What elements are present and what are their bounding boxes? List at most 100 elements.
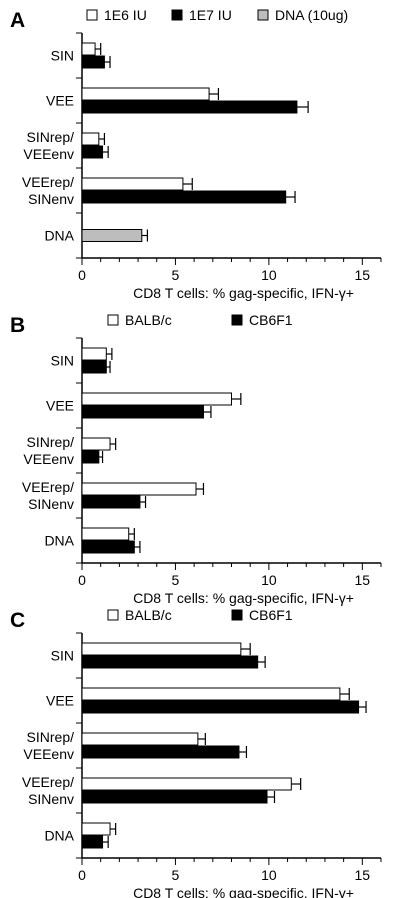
category-label-line: SINenv [28,191,74,207]
category-label-line: VEE [46,693,74,709]
category-label: VEE [46,398,74,414]
x-tick-label: 15 [355,267,371,283]
legend-label: 1E6 IU [104,7,147,23]
bar [81,405,204,419]
bar [81,55,105,69]
category-label: DNA [44,228,74,244]
category-label-line: SINrep/ [27,729,75,745]
category-label: VEE [46,693,74,709]
bar [81,777,292,791]
bar [81,450,100,464]
bar [81,822,111,836]
category-label-line: SINrep/ [27,129,75,145]
category-label-line: VEE [46,93,74,109]
category-label-line: VEEenv [23,746,74,762]
category-label: DNA [44,828,74,844]
bar [81,347,107,361]
category-label-line: SIN [51,353,74,369]
legend-swatch [231,609,243,621]
legend-label: 1E7 IU [189,7,232,23]
bar [81,790,268,804]
category-label-line: VEEenv [23,146,74,162]
category-label-line: SINrep/ [27,434,75,450]
bar [81,495,141,509]
category-label-line: SIN [51,648,74,664]
legend-swatch [257,9,269,21]
category-label: SIN [51,648,74,664]
x-tick-label: 10 [261,572,277,588]
x-tick-label: 10 [261,867,277,883]
category-label-line: SINenv [28,791,74,807]
x-tick-label: 10 [261,267,277,283]
bar [81,700,360,714]
category-label: SINrep/VEEenv [23,729,74,762]
x-tick-label: 15 [355,572,371,588]
bar [81,482,197,496]
x-axis-label: CD8 T cells: % gag-specific, IFN-γ+ [133,885,354,898]
bar [81,745,240,759]
legend-swatch [171,9,183,21]
legend-label: DNA (10ug) [275,7,348,23]
panel-label: C [10,609,25,632]
category-label: SIN [51,353,74,369]
bar [81,100,298,114]
bar [81,42,96,56]
category-label: VEErep/SINenv [22,479,74,512]
legend-label: CB6F1 [249,312,293,328]
category-label-line: SINenv [28,496,74,512]
category-label-line: VEEenv [23,451,74,467]
bar [81,190,287,204]
legend-swatch [107,609,119,621]
bar [81,437,111,451]
bar [81,642,242,656]
bar [81,527,130,541]
x-axis-label: CD8 T cells: % gag-specific, IFN-γ+ [133,285,354,301]
legend-swatch [231,314,243,326]
category-label: SINrep/VEEenv [23,129,74,162]
bar [81,540,135,554]
bar [81,229,143,242]
legend-swatch [86,9,98,21]
category-label-line: DNA [44,228,74,244]
category-label: SINrep/VEEenv [23,434,74,467]
bar [81,132,100,146]
category-label-line: VEErep/ [22,174,74,190]
x-tick-label: 0 [78,867,86,883]
category-label-line: DNA [44,828,74,844]
category-label-line: VEE [46,398,74,414]
x-tick-label: 0 [78,572,86,588]
x-tick-label: 15 [355,867,371,883]
category-label-line: SIN [51,48,74,64]
legend-label: BALB/c [125,312,172,328]
legend-label: CB6F1 [249,607,293,623]
category-label: VEE [46,93,74,109]
category-label-line: VEErep/ [22,479,74,495]
category-label: VEErep/SINenv [22,774,74,807]
bar [81,732,199,746]
bar [81,177,184,191]
category-label: SIN [51,48,74,64]
panel-label: A [10,9,25,32]
panel-label: B [10,314,25,337]
bar [81,687,341,701]
x-tick-label: 0 [78,267,86,283]
category-label: DNA [44,533,74,549]
category-label-line: DNA [44,533,74,549]
bar [81,87,210,101]
bar [81,835,104,849]
category-label: VEErep/SINenv [22,174,74,207]
bar [81,145,104,159]
legend-label: BALB/c [125,607,172,623]
legend-swatch [107,314,119,326]
x-tick-label: 5 [172,572,180,588]
x-tick-label: 5 [172,867,180,883]
category-label-line: VEErep/ [22,774,74,790]
bar [81,392,232,406]
bar [81,360,107,374]
bar [81,655,259,669]
x-axis-label: CD8 T cells: % gag-specific, IFN-γ+ [133,590,354,606]
